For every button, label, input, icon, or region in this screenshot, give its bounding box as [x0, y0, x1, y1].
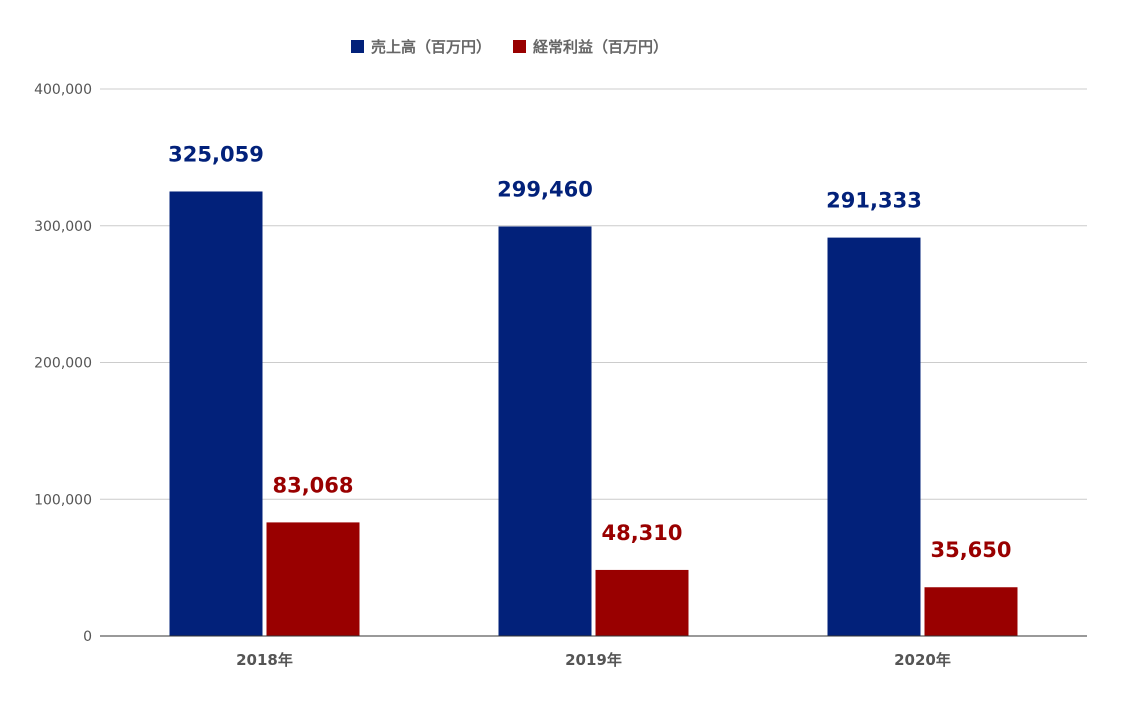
value-labels: 325,059 83,068 299,460 48,310 291,333 35,650 [168, 142, 1011, 562]
bar-sales [827, 237, 921, 637]
bar-sales [169, 191, 263, 636]
x-axis-category-labels: 2018年 2019年 2020年 [236, 651, 951, 669]
x-category-label: 2019年 [565, 651, 622, 669]
data-label: 299,460 [497, 177, 593, 201]
data-label: 83,068 [272, 473, 353, 497]
legend: 売上高（百万円） 経常利益（百万円） [351, 38, 668, 56]
y-tick-label: 0 [83, 629, 92, 645]
data-label: 325,059 [168, 142, 264, 166]
bar-sales [498, 226, 592, 636]
y-tick-label: 200,000 [34, 356, 92, 372]
y-tick-label: 400,000 [34, 82, 92, 98]
x-category-label: 2018年 [236, 651, 293, 669]
bar-ordinary-profit [595, 569, 689, 636]
y-tick-label: 100,000 [34, 492, 92, 508]
x-category-label: 2020年 [894, 651, 951, 669]
bar-ordinary-profit [924, 587, 1018, 636]
legend-swatch-sales [351, 40, 364, 53]
legend-label-sales: 売上高（百万円） [371, 38, 491, 56]
data-label: 48,310 [601, 521, 682, 545]
data-label: 291,333 [826, 189, 922, 213]
legend-label-ordinary-profit: 経常利益（百万円） [533, 38, 668, 56]
y-axis-tick-labels: 0 100,000 200,000 300,000 400,000 [34, 82, 92, 645]
data-label: 35,650 [930, 538, 1011, 562]
bar-ordinary-profit [266, 522, 360, 636]
y-tick-label: 300,000 [34, 219, 92, 235]
gridlines [100, 88, 1087, 500]
legend-swatch-ordinary-profit [513, 40, 526, 53]
bars [169, 191, 1018, 637]
